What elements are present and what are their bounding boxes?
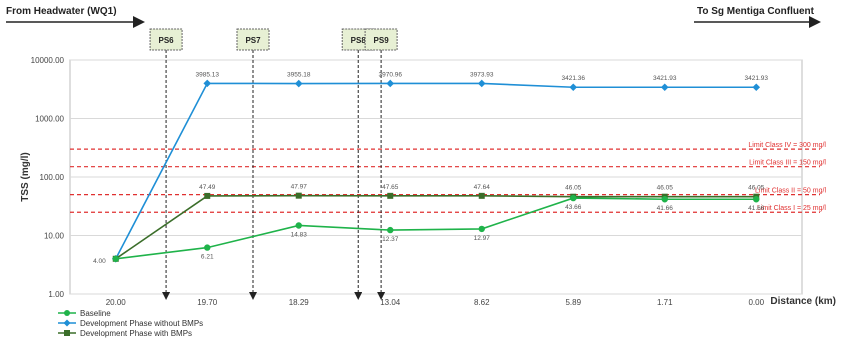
y-tick-label: 10.00 xyxy=(44,232,65,241)
data-point xyxy=(387,192,394,199)
header: From Headwater (WQ1) To Sg Mentiga Confl… xyxy=(6,6,821,28)
x-tick-label: 0.00 xyxy=(748,298,764,307)
header-left-label: From Headwater (WQ1) xyxy=(6,6,117,17)
data-label: 3985.13 xyxy=(196,71,220,78)
station-box xyxy=(149,28,183,51)
data-label: 3973.93 xyxy=(470,71,494,78)
data-label: 12.97 xyxy=(474,235,491,242)
station-label: PS7 xyxy=(245,36,261,45)
y-axis-label: TSS (mg/l) xyxy=(20,152,31,201)
data-label: 3421.93 xyxy=(745,75,769,82)
x-tick-labels: 20.00 19.70 18.29 13.04 8.62 5.89 1.71 0.00 xyxy=(106,298,765,307)
x-tick-label: 18.29 xyxy=(289,298,310,307)
data-label: 3421.36 xyxy=(562,75,586,82)
pump-stations: PS6 PS7 PS8 PS9 xyxy=(149,28,398,300)
x-axis-label: Distance (km) xyxy=(770,296,836,307)
x-tick-label: 5.89 xyxy=(565,298,581,307)
data-point xyxy=(294,79,303,88)
legend-label: Development Phase with BMPs xyxy=(80,329,192,338)
data-point xyxy=(204,244,211,251)
data-label: 46.05 xyxy=(565,185,582,192)
x-tick-label: 8.62 xyxy=(474,298,490,307)
series-layer xyxy=(111,79,761,263)
data-label: 46.05 xyxy=(657,185,674,192)
data-label: 46.05 xyxy=(748,185,765,192)
series-line xyxy=(115,194,757,260)
data-label: 12.37 xyxy=(382,236,399,243)
limit-lines: Limit Class IV = 300 mg/l Limit Class III… xyxy=(70,142,826,213)
limit-line-label: Limit Class I = 25 mg/l xyxy=(757,205,826,212)
data-label: 41.66 xyxy=(748,205,765,212)
series-line xyxy=(115,197,757,260)
header-right-label: To Sg Mentiga Confluent xyxy=(697,6,815,17)
data-point xyxy=(295,222,302,229)
y-tick-label: 100.00 xyxy=(40,173,65,182)
limit-line-label: Limit Class III = 150 mg/l xyxy=(749,160,826,167)
data-label: 47.49 xyxy=(199,184,216,191)
data-label: 47.97 xyxy=(291,184,308,191)
station-box xyxy=(364,28,398,51)
data-label: 3955.18 xyxy=(287,72,311,79)
legend-marker xyxy=(64,330,70,336)
grid-layer xyxy=(70,59,802,295)
legend-marker xyxy=(64,310,70,316)
x-tick-label: 20.00 xyxy=(106,298,127,307)
data-point xyxy=(386,79,395,88)
data-label: 47.65 xyxy=(382,184,399,191)
data-point xyxy=(112,255,119,262)
data-labels: 3985.13 3955.18 3970.96 3973.93 3421.36 3421.… xyxy=(93,71,768,264)
limit-line-label: Limit Class IV = 300 mg/l xyxy=(748,142,826,149)
data-point xyxy=(478,192,485,199)
data-point xyxy=(752,83,761,92)
data-point xyxy=(477,79,486,88)
data-label: 14.83 xyxy=(291,231,308,238)
legend-marker xyxy=(63,319,71,327)
series-line xyxy=(115,82,757,260)
data-label: 43.66 xyxy=(565,204,582,211)
legend-label: Baseline xyxy=(80,309,111,318)
data-point xyxy=(387,226,394,234)
data-label: 3421.93 xyxy=(653,75,677,82)
data-label: 3970.96 xyxy=(379,71,403,78)
data-point xyxy=(660,83,669,92)
data-point xyxy=(570,194,577,202)
data-label: 4.00 xyxy=(93,258,106,265)
data-point xyxy=(203,79,212,88)
y-tick-label: 10000.00 xyxy=(31,56,65,65)
y-tick-label: 1000.00 xyxy=(35,115,64,124)
data-point xyxy=(569,83,578,92)
station-label: PS9 xyxy=(374,36,390,45)
data-point xyxy=(478,225,485,233)
data-label: 41.66 xyxy=(657,205,674,212)
data-point xyxy=(295,192,302,199)
station-box xyxy=(236,28,270,51)
data-point xyxy=(204,192,211,199)
data-point xyxy=(753,196,760,203)
legend-label: Development Phase without BMPs xyxy=(80,319,203,328)
y-tick-labels: 1.00 10.00 100.00 1000.00 10000.00 xyxy=(31,56,65,299)
x-tick-label: 13.04 xyxy=(380,298,401,307)
x-tick-label: 19.70 xyxy=(197,298,218,307)
limit-line-label: Limit Class II = 50 mg/l xyxy=(755,188,826,195)
data-label: 47.64 xyxy=(474,184,491,191)
station-label: PS8 xyxy=(351,36,367,45)
station-label: PS6 xyxy=(159,36,175,45)
data-label: 6.21 xyxy=(201,254,214,261)
x-tick-label: 1.71 xyxy=(657,298,673,307)
y-tick-label: 1.00 xyxy=(48,290,64,299)
data-point xyxy=(661,196,668,203)
